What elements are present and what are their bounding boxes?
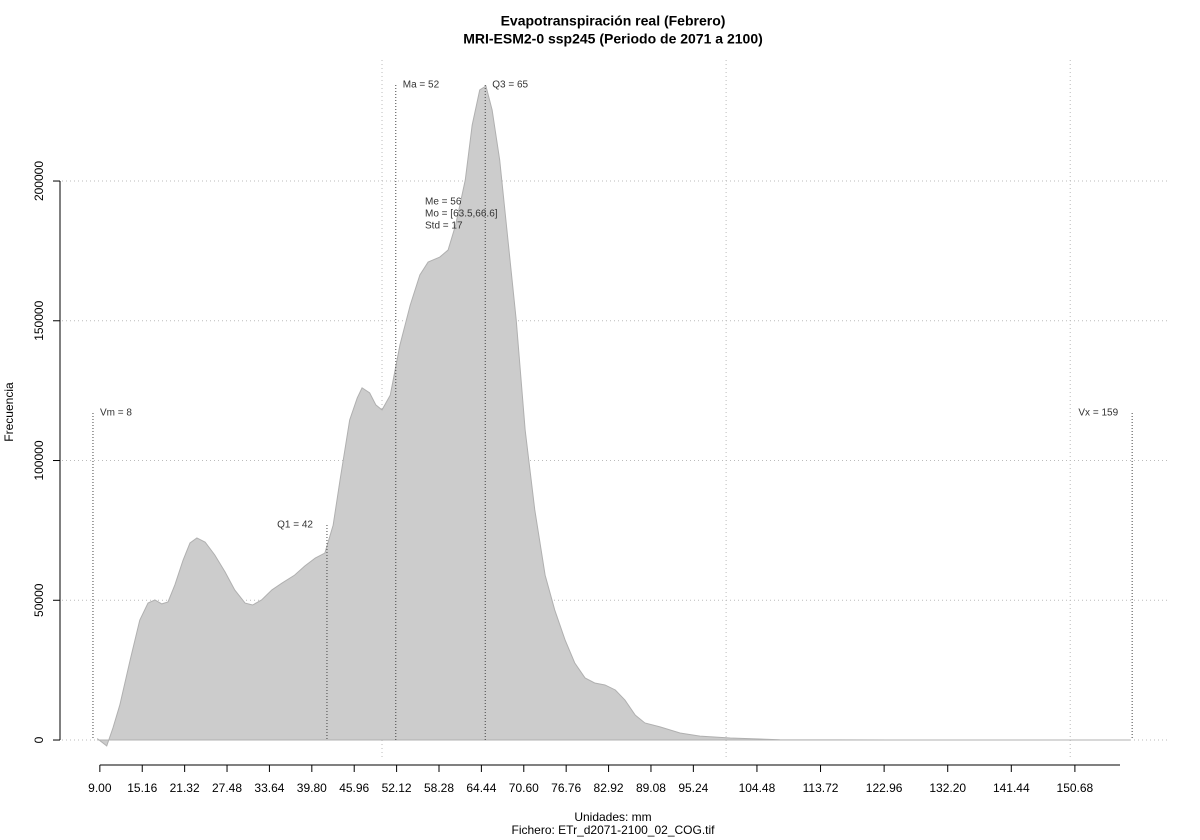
x-tick-label: 64.44 <box>466 781 496 795</box>
chart-subtitle: MRI-ESM2-0 ssp245 (Periodo de 2071 a 210… <box>463 31 763 47</box>
x-tick-label: 39.80 <box>297 781 327 795</box>
x-tick-label: 104.48 <box>739 781 776 795</box>
x-tick-label: 15.16 <box>127 781 157 795</box>
x-tick-label: 141.44 <box>993 781 1030 795</box>
stats-label: Std = 17 <box>425 221 463 232</box>
x-tick-label: 150.68 <box>1057 781 1094 795</box>
x-tick-label: 95.24 <box>678 781 708 795</box>
x-tick-label: 113.72 <box>803 781 839 795</box>
x-tick-label: 70.60 <box>509 781 539 795</box>
annotation-label: Vm = 8 <box>100 408 132 419</box>
x-tick-label: 33.64 <box>254 781 284 795</box>
y-tick-label: 50000 <box>32 583 46 617</box>
x-tick-label: 122.96 <box>866 781 903 795</box>
y-tick-label: 200000 <box>32 161 46 201</box>
x-tick-label: 132.20 <box>929 781 966 795</box>
x-tick-label: 21.32 <box>170 781 200 795</box>
x-tick-label: 76.76 <box>551 781 581 795</box>
x-tick-label: 89.08 <box>636 781 666 795</box>
x-tick-label: 82.92 <box>594 781 624 795</box>
y-axis-label: Frecuencia <box>2 382 16 442</box>
stats-label: Mo = [63.5,66.6] <box>425 209 498 220</box>
annotation-label: Ma = 52 <box>403 80 440 91</box>
y-tick-label: 0 <box>32 736 46 743</box>
x-tick-label: 58.28 <box>424 781 454 795</box>
stats-label: Me = 56 <box>425 197 462 208</box>
annotation-label: Q1 = 42 <box>277 520 313 531</box>
density-area <box>97 85 1131 747</box>
chart-title: Evapotranspiración real (Febrero) <box>501 13 726 29</box>
x-axis-label: Unidades: mm <box>574 810 651 824</box>
annotation-label: Q3 = 65 <box>492 80 528 91</box>
annotation-label: Vx = 159 <box>1078 408 1118 419</box>
y-tick-label: 100000 <box>32 440 46 480</box>
x-tick-label: 52.12 <box>382 781 412 795</box>
x-tick-label: 9.00 <box>88 781 112 795</box>
x-tick-label: 27.48 <box>212 781 242 795</box>
y-tick-label: 150000 <box>32 300 46 340</box>
x-tick-label: 45.96 <box>339 781 369 795</box>
caption: Fichero: ETr_d2071-2100_02_COG.tif <box>512 823 716 837</box>
